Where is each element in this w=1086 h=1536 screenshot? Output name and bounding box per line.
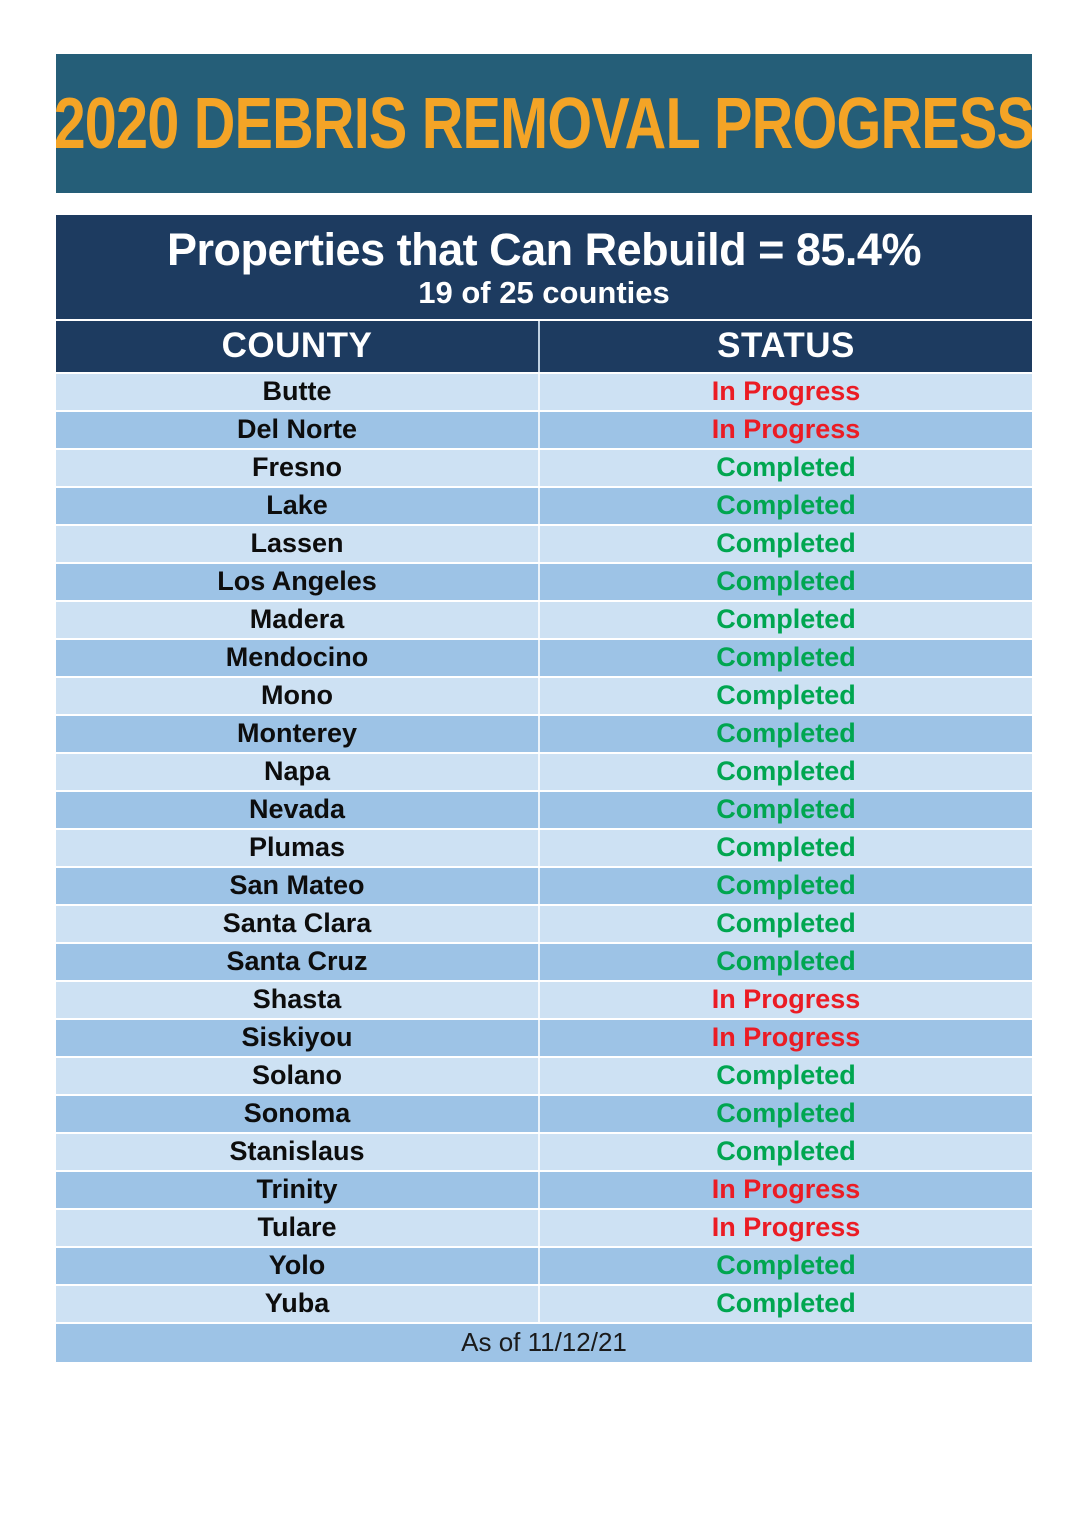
as-of-date: As of 11/12/21 xyxy=(461,1327,627,1358)
county-cell: Mendocino xyxy=(56,639,540,676)
table-row: Los Angeles Completed xyxy=(56,563,1032,602)
status-cell: Completed xyxy=(716,946,856,977)
status-cell: Completed xyxy=(716,1288,856,1319)
status-cell: In Progress xyxy=(711,1022,861,1053)
county-cell: Santa Clara xyxy=(56,905,540,942)
table-row: Santa Clara Completed xyxy=(56,905,1032,944)
table-row: Shasta In Progress xyxy=(56,981,1032,1020)
status-cell: In Progress xyxy=(711,1212,861,1243)
table-row: Siskiyou In Progress xyxy=(56,1019,1032,1058)
table-row: Mono Completed xyxy=(56,677,1032,716)
county-cell: Yolo xyxy=(56,1247,540,1284)
county-cell: Plumas xyxy=(56,829,540,866)
summary-panel: Properties that Can Rebuild = 85.4% 19 o… xyxy=(56,215,1032,321)
county-cell: Mono xyxy=(56,677,540,714)
progress-table: Properties that Can Rebuild = 85.4% 19 o… xyxy=(56,215,1032,1362)
status-cell: Completed xyxy=(716,756,856,787)
table-row: Plumas Completed xyxy=(56,829,1032,868)
status-cell: Completed xyxy=(716,566,856,597)
county-cell: Shasta xyxy=(56,981,540,1018)
summary-headline: Properties that Can Rebuild = 85.4% xyxy=(167,224,921,275)
county-cell: Fresno xyxy=(56,449,540,486)
county-cell: Sonoma xyxy=(56,1095,540,1132)
county-cell: Solano xyxy=(56,1057,540,1094)
page-title: 2020 DEBRIS REMOVAL PROGRESS xyxy=(56,83,1032,164)
status-cell: In Progress xyxy=(711,414,861,445)
table-row: San Mateo Completed xyxy=(56,867,1032,906)
table-row: Napa Completed xyxy=(56,753,1032,792)
status-cell: In Progress xyxy=(711,1174,861,1205)
table-row: Yolo Completed xyxy=(56,1247,1032,1286)
county-column-header: COUNTY xyxy=(56,320,540,372)
table-row: Fresno Completed xyxy=(56,449,1032,488)
table-row: Lassen Completed xyxy=(56,525,1032,564)
county-cell: Santa Cruz xyxy=(56,943,540,980)
table-row: Mendocino Completed xyxy=(56,639,1032,678)
table-row: Santa Cruz Completed xyxy=(56,943,1032,982)
table-header-row: COUNTY STATUS xyxy=(56,320,1032,374)
table-row: Stanislaus Completed xyxy=(56,1133,1032,1172)
status-cell: Completed xyxy=(716,1136,856,1167)
county-cell: Madera xyxy=(56,601,540,638)
status-cell: Completed xyxy=(716,604,856,635)
status-cell: Completed xyxy=(716,452,856,483)
status-cell: In Progress xyxy=(711,376,861,407)
county-cell: Monterey xyxy=(56,715,540,752)
status-cell: Completed xyxy=(716,1098,856,1129)
status-cell: Completed xyxy=(716,794,856,825)
status-cell: Completed xyxy=(716,1250,856,1281)
table-row: Monterey Completed xyxy=(56,715,1032,754)
county-cell: San Mateo xyxy=(56,867,540,904)
status-cell: Completed xyxy=(716,832,856,863)
table-row: Lake Completed xyxy=(56,487,1032,526)
summary-subheadline: 19 of 25 counties xyxy=(418,275,670,311)
table-row: Del Norte In Progress xyxy=(56,411,1032,450)
table-row: Yuba Completed xyxy=(56,1285,1032,1324)
table-row: Tulare In Progress xyxy=(56,1209,1032,1248)
table-row: Madera Completed xyxy=(56,601,1032,640)
table-body: Butte In Progress Del Norte In Progress … xyxy=(56,373,1032,1324)
county-cell: Los Angeles xyxy=(56,563,540,600)
county-cell: Nevada xyxy=(56,791,540,828)
status-cell: Completed xyxy=(716,1060,856,1091)
county-cell: Trinity xyxy=(56,1171,540,1208)
county-cell: Del Norte xyxy=(56,411,540,448)
status-cell: Completed xyxy=(716,680,856,711)
table-footer: As of 11/12/21 xyxy=(56,1323,1032,1362)
title-banner: 2020 DEBRIS REMOVAL PROGRESS xyxy=(56,54,1032,193)
status-cell: Completed xyxy=(716,490,856,521)
county-cell: Napa xyxy=(56,753,540,790)
county-cell: Stanislaus xyxy=(56,1133,540,1170)
table-row: Butte In Progress xyxy=(56,373,1032,412)
table-row: Trinity In Progress xyxy=(56,1171,1032,1210)
status-cell: In Progress xyxy=(711,984,861,1015)
status-column-header: STATUS xyxy=(717,326,855,366)
status-cell: Completed xyxy=(716,642,856,673)
county-cell: Butte xyxy=(56,373,540,410)
table-row: Nevada Completed xyxy=(56,791,1032,830)
table-row: Sonoma Completed xyxy=(56,1095,1032,1134)
county-cell: Lassen xyxy=(56,525,540,562)
status-cell: Completed xyxy=(716,870,856,901)
county-cell: Lake xyxy=(56,487,540,524)
county-cell: Yuba xyxy=(56,1285,540,1322)
status-cell: Completed xyxy=(716,718,856,749)
table-row: Solano Completed xyxy=(56,1057,1032,1096)
status-cell: Completed xyxy=(716,908,856,939)
status-cell: Completed xyxy=(716,528,856,559)
county-cell: Tulare xyxy=(56,1209,540,1246)
county-cell: Siskiyou xyxy=(56,1019,540,1056)
